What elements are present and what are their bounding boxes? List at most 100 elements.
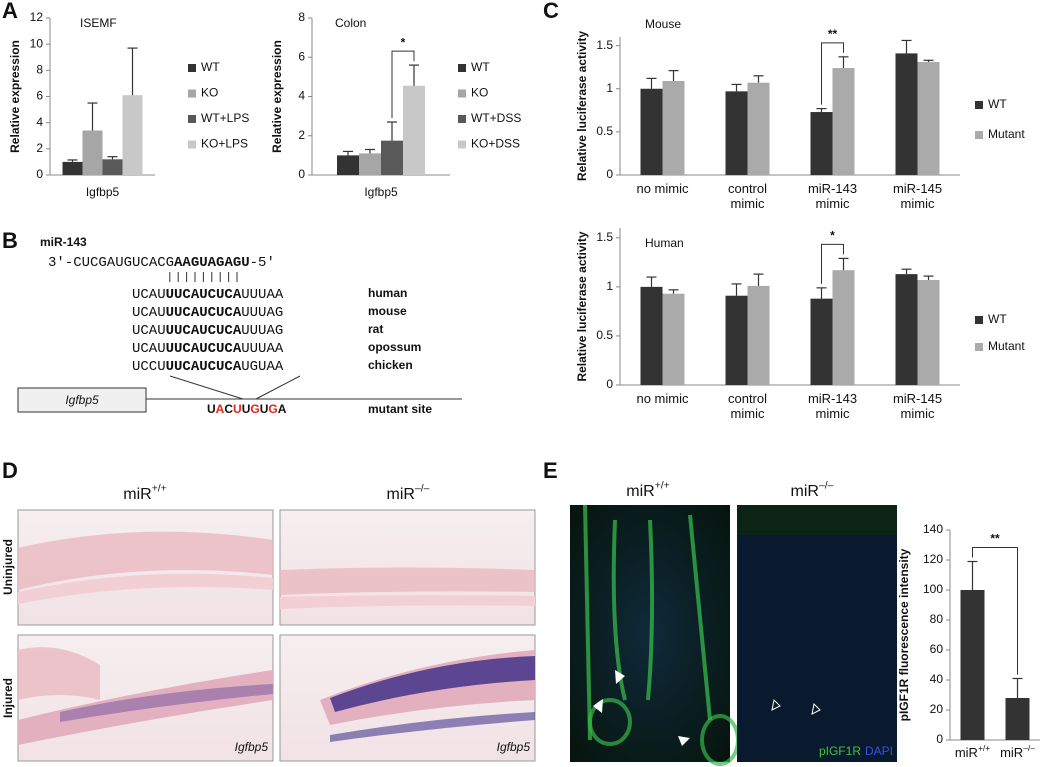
legend-label: Mutant <box>988 127 1025 141</box>
y-tick-label: 60 <box>930 642 944 656</box>
mutant-letter: U <box>260 402 269 416</box>
label: miR+/+ <box>955 743 990 760</box>
label: miR+/+ <box>626 480 669 500</box>
legend-swatch <box>458 115 466 123</box>
legend-label: WT+LPS <box>201 111 249 125</box>
label-sup: –/– <box>415 483 430 494</box>
y-tick-label: 1 <box>606 81 613 95</box>
stain-caption: pIGF1R DAPI <box>819 744 893 758</box>
label-base: miR <box>791 483 819 500</box>
y-tick-label: 0 <box>298 167 305 181</box>
bar <box>725 295 748 385</box>
bar <box>917 280 940 385</box>
significance-label: ** <box>828 27 838 41</box>
legend-label: WT <box>988 97 1007 111</box>
label-base: miR <box>1000 745 1023 760</box>
legend-swatch <box>188 115 196 123</box>
fluorescence-image <box>737 505 897 762</box>
panel-label: E <box>543 458 558 483</box>
bar <box>122 95 143 175</box>
label-base: miR <box>123 486 151 503</box>
y-tick-label: 0 <box>606 167 613 181</box>
label-sup: –/– <box>1023 743 1035 753</box>
label: miR–/– <box>1000 743 1035 760</box>
y-tick-label: 0 <box>36 167 43 181</box>
legend-swatch <box>188 140 196 149</box>
seq-part: UUUAG <box>241 323 283 339</box>
y-tick-label: 0 <box>936 732 943 746</box>
legend-swatch <box>975 316 983 324</box>
marker-label: pIGF1R <box>819 744 861 758</box>
connector <box>169 375 244 400</box>
bar <box>640 88 663 175</box>
label-sup: +/+ <box>655 480 670 491</box>
legend-label: Mutant <box>988 339 1025 353</box>
legend-swatch <box>188 64 196 72</box>
utr-sequence: UCAUUUCAUCUCAUUUAA <box>132 287 284 303</box>
label-sup: +/+ <box>978 743 990 753</box>
utr-sequence: UCCUUUCAUCUCAUGUAA <box>132 359 284 375</box>
y-tick-label: 120 <box>923 552 943 566</box>
chart-title: ISEMF <box>80 16 117 30</box>
significance-label: * <box>401 35 406 49</box>
y-tick-label: 4 <box>298 89 305 103</box>
seq-site: UUCAUCUCA <box>166 287 242 303</box>
seq-site: UUCAUCUCA <box>166 341 242 357</box>
label-sup: +/+ <box>152 483 167 494</box>
significance-label: * <box>830 229 835 243</box>
x-tick-label: miR-145 mimic <box>892 181 943 211</box>
fluorescence-images <box>570 504 897 766</box>
significance-bracket <box>821 243 844 284</box>
mutant-letter: U <box>242 402 251 416</box>
mirna-name: miR-143 <box>40 235 87 249</box>
stain <box>60 684 273 722</box>
bar <box>960 590 985 740</box>
mutant-label: mutant site <box>368 402 432 416</box>
mutant-letter: G <box>250 402 259 416</box>
crypt <box>588 698 632 746</box>
bar <box>337 155 359 175</box>
seq-part: UGUAA <box>241 359 284 375</box>
y-tick-label: 1.5 <box>596 230 613 244</box>
seq-part: UCCU <box>132 359 166 375</box>
label: miR+/+ <box>123 483 166 503</box>
mutant-letter: U <box>207 402 216 416</box>
seq-site: UUCAUCUCA <box>166 359 242 375</box>
y-tick-label: 1.5 <box>596 38 613 52</box>
y-tick-label: 80 <box>930 612 944 626</box>
significance-bracket <box>391 50 415 119</box>
y-tick-label: 2 <box>298 128 305 142</box>
bar <box>82 130 103 175</box>
x-tick-label: Igfbp5 <box>86 185 120 199</box>
gene-diagram <box>17 375 462 413</box>
bar <box>747 82 770 175</box>
x-tick-label: no mimic <box>636 181 689 196</box>
y-tick-label: 100 <box>923 582 943 596</box>
arrowhead <box>593 699 603 713</box>
bar <box>662 80 685 175</box>
y-tick-label: 0.5 <box>596 328 613 342</box>
seq-part: UUUAA <box>241 287 284 303</box>
seq-seed: AAGUAGAGU <box>174 255 250 271</box>
row-label: Injured <box>1 678 15 718</box>
x-tick-label: control mimic <box>727 181 768 211</box>
significance-bracket <box>821 42 844 105</box>
species-label: chicken <box>368 358 413 372</box>
histology-image <box>279 509 536 626</box>
utr-sequence: UCAUUUCAUCUCAUUUAG <box>132 305 283 321</box>
mirna-sequence: 3′-CUCGAUGUCACGAAGUAGAGU-5′ <box>48 255 275 271</box>
legend-swatch <box>188 89 196 98</box>
mutant-letter: A <box>216 402 225 416</box>
chart-title: Colon <box>335 16 366 30</box>
bar <box>62 161 83 175</box>
legend-swatch <box>975 101 983 109</box>
y-axis-label: Relative expression <box>270 40 284 153</box>
histology-images <box>17 509 536 762</box>
bar <box>359 153 381 175</box>
seq-part: UUUAA <box>241 341 284 357</box>
mutant-sequence: UACUUGUGA <box>207 402 287 416</box>
x-tick-label: miR-143 mimic <box>807 391 858 421</box>
stain <box>330 656 535 712</box>
seq-part: 3′-CUCGAUGUCACG <box>48 255 174 271</box>
